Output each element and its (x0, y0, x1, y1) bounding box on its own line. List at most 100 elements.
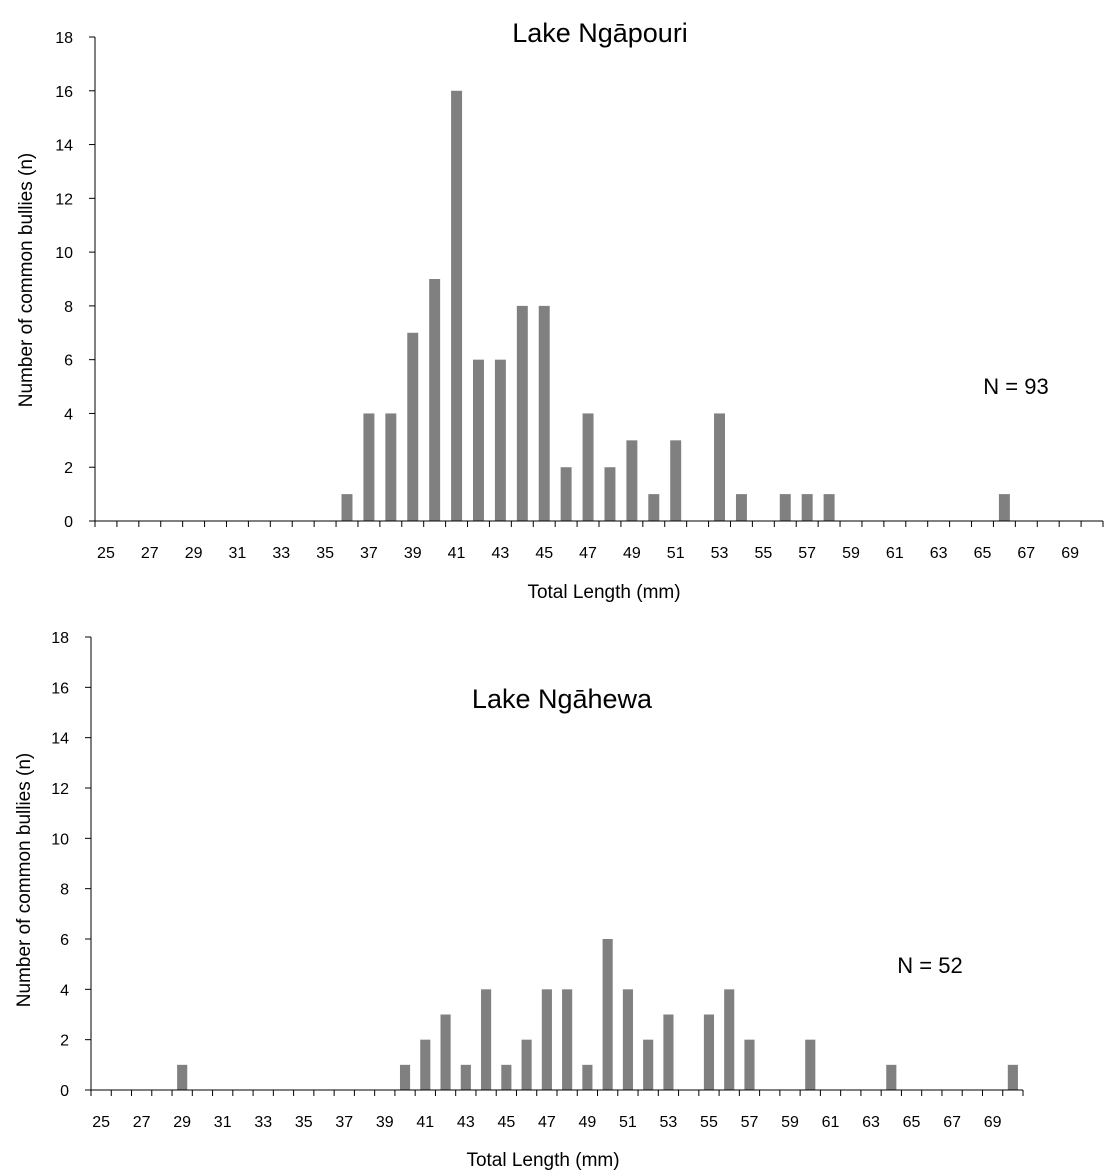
y-tick-label: 18 (55, 30, 73, 47)
axes (85, 636, 1024, 1096)
bar-57mm (744, 1039, 755, 1090)
y-tick-label: 4 (64, 406, 73, 423)
y-tick-label: 4 (60, 982, 69, 999)
bar-46mm (521, 1039, 532, 1090)
bar-46mm (560, 467, 572, 521)
bar-50mm (602, 939, 613, 1090)
x-tick-label: 63 (930, 545, 948, 562)
x-tick-label: 59 (842, 545, 860, 562)
bar-52mm (643, 1039, 654, 1090)
x-tick-label: 25 (97, 545, 115, 562)
x-tick-label: 39 (404, 545, 422, 562)
x-tick-label: 33 (254, 1114, 272, 1131)
y-tick-label: 6 (64, 353, 73, 370)
bar-45mm (501, 1064, 512, 1090)
y-axis-title: Number of common bullies (n) (14, 753, 35, 1007)
bar-38mm (385, 413, 397, 521)
sample-size-annotation: N = 52 (897, 953, 962, 978)
bar-29mm (177, 1064, 188, 1090)
bar-43mm (460, 1064, 471, 1090)
y-tick-label: 8 (64, 299, 73, 316)
bar-43mm (494, 359, 506, 521)
y-tick-label: 8 (60, 882, 69, 899)
bar-42mm (440, 1014, 451, 1090)
y-tick-label: 18 (51, 630, 69, 647)
bar-49mm (582, 1064, 593, 1090)
chart-ngahewa: Lake Ngāhewa N = 52 Total Length (mm) Nu… (14, 630, 1024, 1171)
x-tick-label: 67 (943, 1114, 961, 1131)
bar-48mm (604, 467, 616, 521)
x-tick-label: 27 (141, 545, 159, 562)
bar-44mm (516, 305, 528, 521)
y-tick-labels: 0 2 4 6 8 10 12 14 16 18 (55, 30, 73, 531)
bar-57mm (801, 494, 813, 521)
bar-47mm (582, 413, 594, 521)
x-tick-label: 65 (903, 1114, 921, 1131)
bar-56mm (724, 989, 735, 1090)
x-tick-label: 69 (984, 1114, 1002, 1131)
y-tick-label: 12 (55, 191, 73, 208)
x-tick-label: 35 (295, 1114, 313, 1131)
y-tick-label: 6 (60, 932, 69, 949)
chart-title: Lake Ngāpouri (512, 18, 688, 48)
bar-41mm (451, 90, 463, 521)
x-tick-label: 35 (316, 545, 334, 562)
y-tick-label: 0 (64, 514, 73, 531)
x-tick-label: 59 (781, 1114, 799, 1131)
x-tick-labels: 25 27 29 31 33 35 37 39 41 43 45 47 49 51 53 55 57 59 61 63… (97, 545, 1079, 562)
bar-56mm (779, 494, 791, 521)
bar-45mm (538, 305, 550, 521)
x-tick-label: 55 (700, 1114, 718, 1131)
x-tick-label: 47 (579, 545, 597, 562)
x-tick-label: 69 (1061, 545, 1079, 562)
y-tick-label: 10 (51, 831, 69, 848)
bars (177, 939, 1018, 1090)
chart-title: Lake Ngāhewa (472, 684, 653, 714)
bar-53mm (663, 1014, 674, 1090)
chart-ngapouri: Lake Ngāpouri N = 93 Total Length (mm) N… (16, 18, 1104, 603)
x-tick-labels: 25 27 29 31 33 35 37 39 41 43 45 47 49 51 53 55 57 59 61 63… (92, 1114, 1001, 1131)
x-tick-label: 25 (92, 1114, 110, 1131)
x-tick-label: 61 (822, 1114, 840, 1131)
bar-64mm (886, 1064, 897, 1090)
bars (341, 90, 1010, 521)
x-tick-label: 51 (619, 1114, 637, 1131)
x-tick-label: 53 (711, 545, 729, 562)
x-tick-label: 31 (229, 545, 247, 562)
x-axis-title: Total Length (mm) (466, 1150, 619, 1171)
y-tick-label: 14 (55, 138, 73, 155)
x-tick-label: 29 (185, 545, 203, 562)
y-tick-label: 16 (51, 680, 69, 697)
y-tick-label: 14 (51, 731, 69, 748)
bar-40mm (429, 279, 441, 521)
bar-47mm (541, 989, 552, 1090)
bar-42mm (473, 359, 484, 521)
bar-49mm (626, 440, 638, 521)
x-tick-label: 49 (578, 1114, 596, 1131)
y-tick-label: 2 (60, 1033, 69, 1050)
bar-39mm (407, 332, 419, 521)
bar-50mm (648, 494, 660, 521)
bar-53mm (714, 413, 725, 521)
x-tick-label: 29 (173, 1114, 191, 1131)
y-tick-label: 10 (55, 245, 73, 262)
bar-40mm (399, 1064, 411, 1090)
y-tick-label: 16 (55, 84, 73, 101)
x-tick-label: 41 (416, 1114, 434, 1131)
x-tick-label: 45 (535, 545, 553, 562)
bar-48mm (562, 989, 573, 1090)
x-tick-label: 37 (335, 1114, 353, 1131)
x-tick-label: 31 (214, 1114, 232, 1131)
y-tick-label: 12 (51, 781, 69, 798)
sample-size-annotation: N = 93 (983, 374, 1048, 399)
x-tick-label: 57 (798, 545, 816, 562)
bar-37mm (363, 413, 375, 521)
y-tick-label: 0 (60, 1083, 69, 1100)
bar-36mm (341, 494, 353, 521)
bar-41mm (420, 1039, 431, 1090)
x-tick-label: 45 (497, 1114, 515, 1131)
x-tick-label: 51 (667, 545, 685, 562)
axes (89, 36, 1104, 527)
x-tick-label: 39 (376, 1114, 394, 1131)
